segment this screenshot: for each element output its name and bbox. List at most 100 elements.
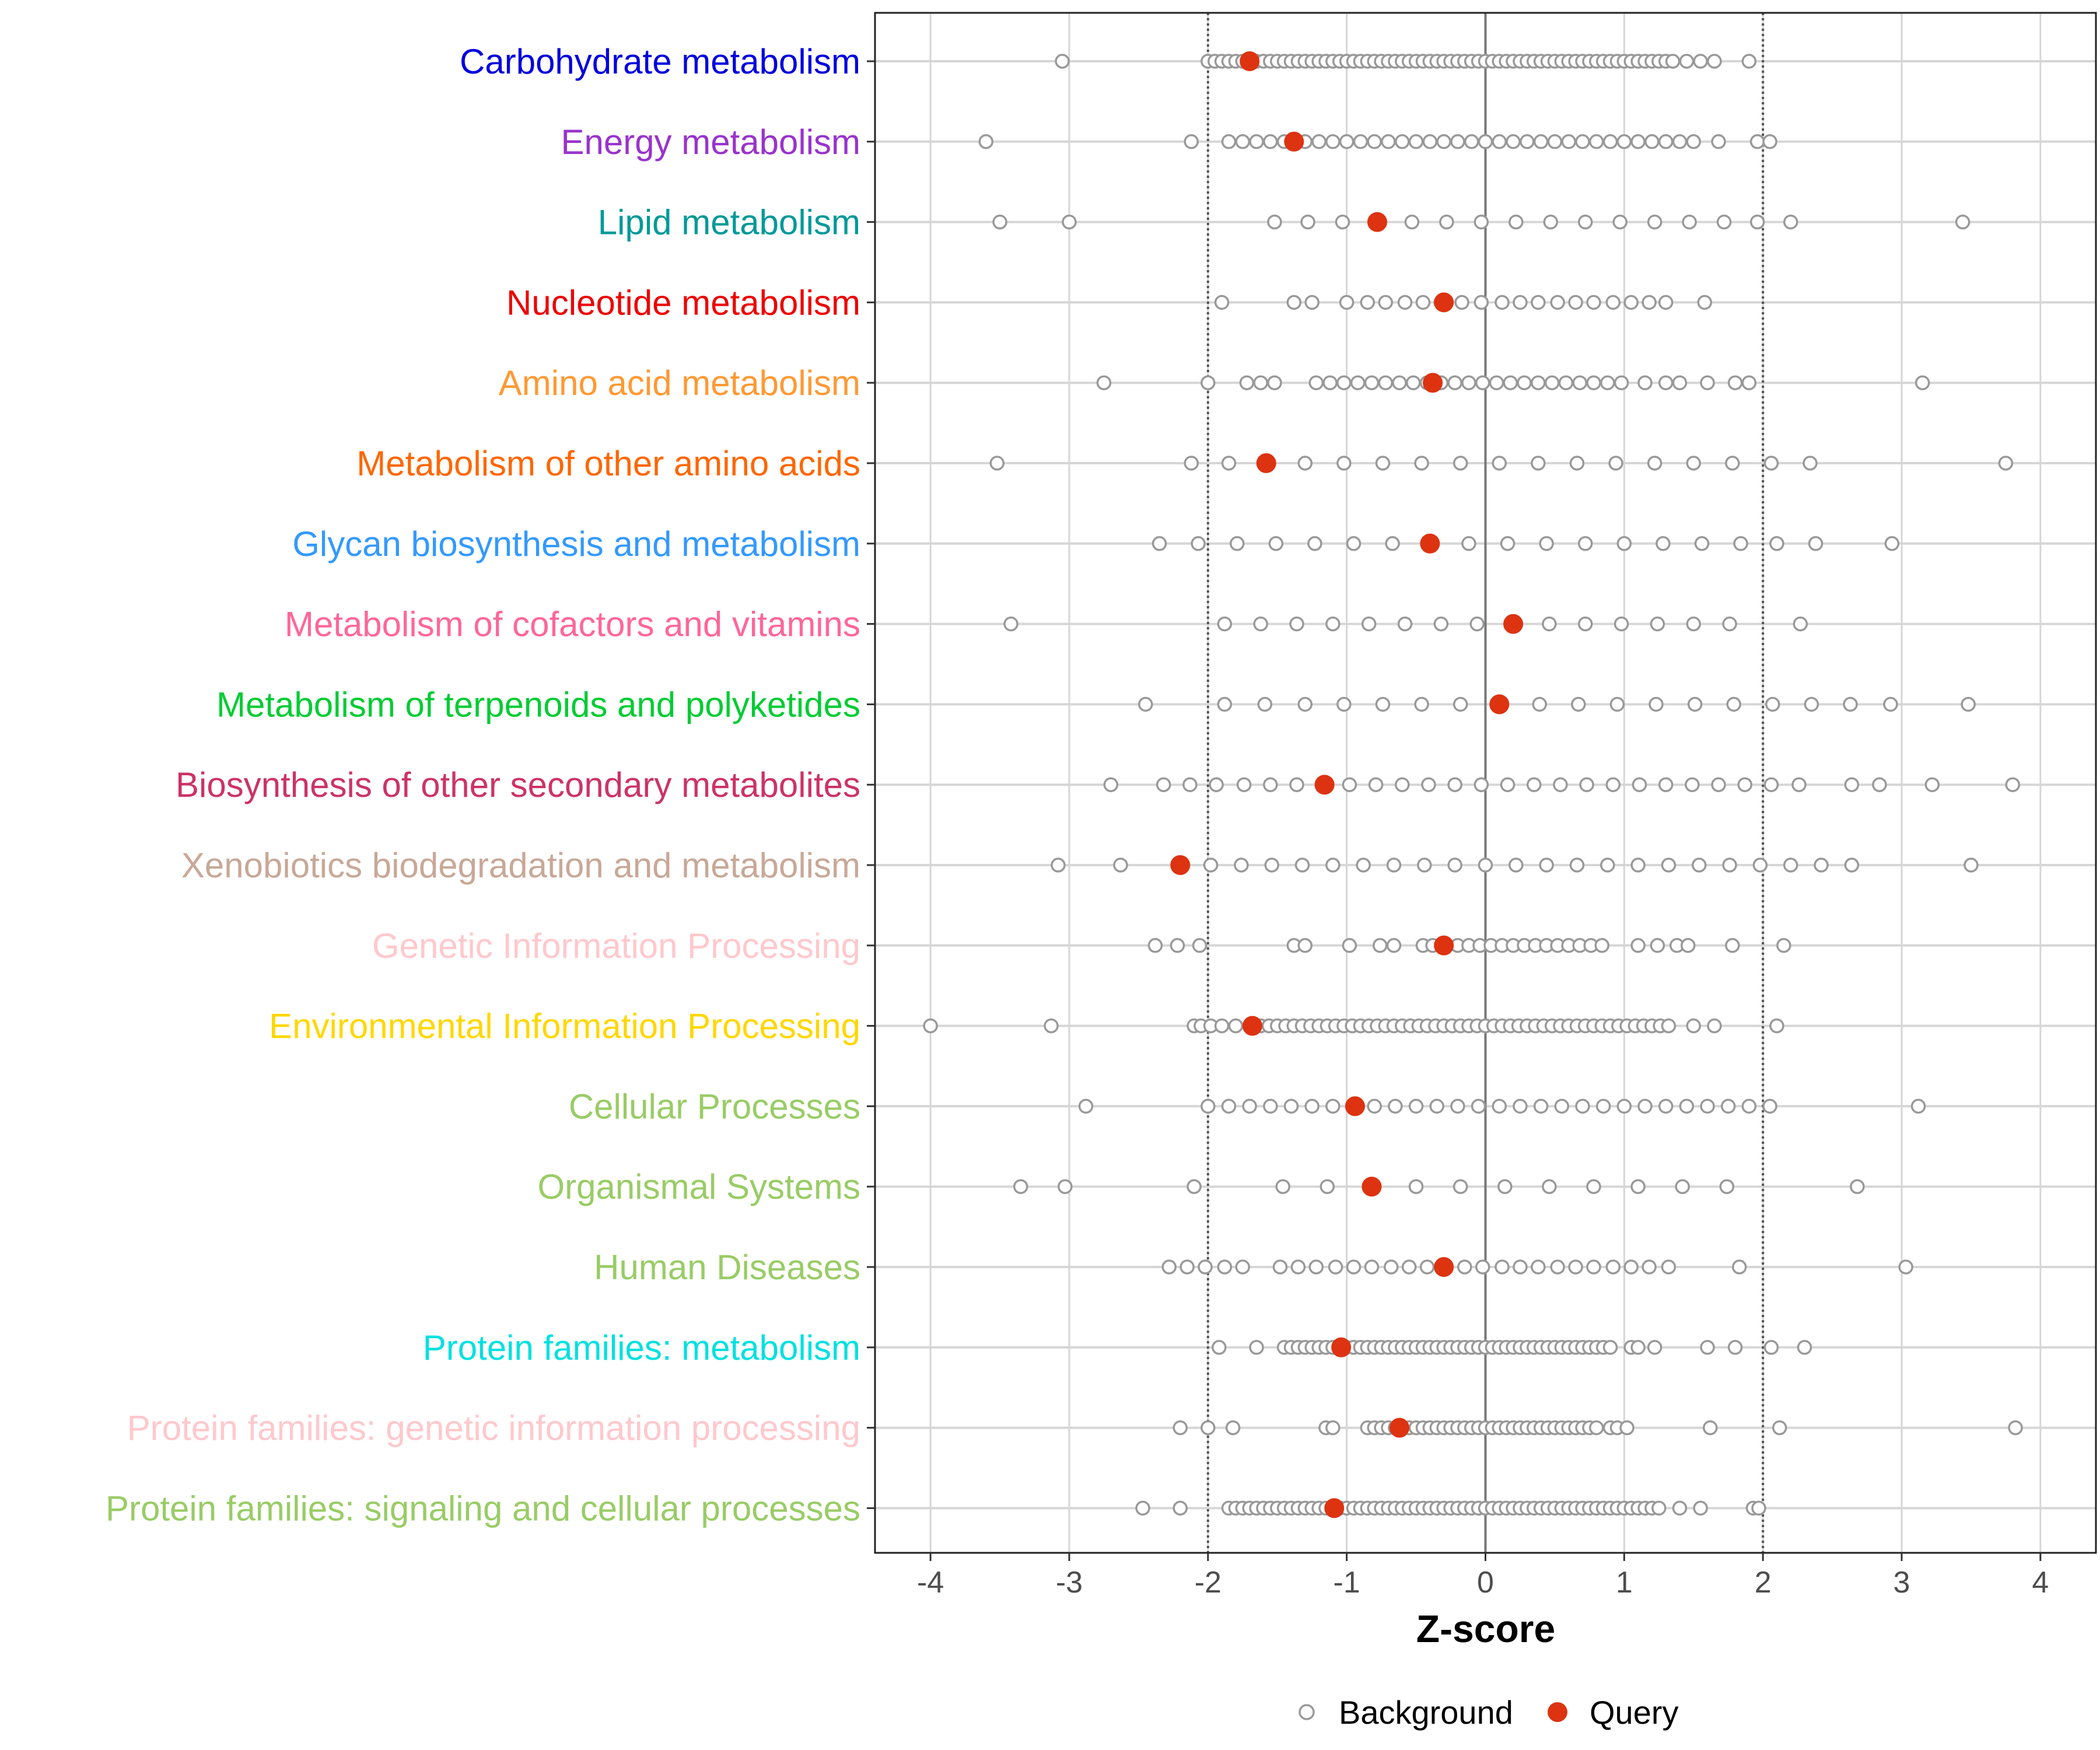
query-point <box>1489 694 1510 715</box>
background-point <box>1414 696 1429 712</box>
background-point <box>1749 134 1765 149</box>
category-label: Metabolism of cofactors and vitamins <box>285 605 860 644</box>
background-point <box>1198 1259 1213 1275</box>
background-point <box>1408 1179 1424 1194</box>
background-point <box>1192 938 1208 953</box>
background-point <box>1308 375 1324 390</box>
background-point <box>1263 134 1278 149</box>
background-point <box>1388 1098 1403 1114</box>
background-point <box>1289 616 1304 632</box>
data-points <box>923 51 2023 1518</box>
background-point <box>1600 375 1615 390</box>
background-point <box>1386 858 1402 873</box>
background-point <box>2005 777 2021 792</box>
background-point <box>1769 1018 1784 1034</box>
background-point <box>1452 456 1468 471</box>
background-point <box>1404 214 1420 230</box>
query-point <box>1434 935 1454 956</box>
background-point <box>1267 214 1282 230</box>
background-point <box>1616 1098 1632 1114</box>
background-point <box>1614 375 1629 390</box>
x-tick-label: -3 <box>1056 1566 1083 1600</box>
background-point <box>1311 134 1326 149</box>
background-point <box>1763 777 1779 792</box>
category-label: Energy metabolism <box>561 123 860 162</box>
background-point <box>1658 375 1674 390</box>
query-point <box>1390 1418 1410 1438</box>
background-point <box>1474 777 1489 792</box>
background-point <box>1539 858 1554 873</box>
background-point <box>1679 54 1695 69</box>
background-point <box>1616 134 1632 149</box>
background-point <box>1447 777 1462 792</box>
background-point <box>1577 616 1593 632</box>
background-point <box>1658 777 1674 792</box>
background-point <box>1217 696 1233 712</box>
background-point <box>1200 1098 1216 1114</box>
background-point <box>1364 1259 1380 1275</box>
legend-query-label: Query <box>1590 1694 1679 1731</box>
background-point <box>1577 536 1593 551</box>
background-point <box>1814 858 1829 873</box>
query-point <box>1434 292 1454 313</box>
background-point <box>1461 375 1476 390</box>
background-point <box>1454 295 1469 310</box>
background-point <box>989 456 1005 471</box>
background-point <box>1013 1179 1028 1194</box>
background-point <box>1300 214 1315 230</box>
background-point <box>1182 777 1198 792</box>
background-point <box>1924 777 1940 792</box>
background-point <box>1452 1179 1468 1194</box>
background-point <box>1494 295 1510 310</box>
background-point <box>1675 1179 1690 1194</box>
background-point <box>1694 536 1710 551</box>
background-point <box>1630 938 1646 953</box>
background-point <box>1884 536 1900 551</box>
background-point <box>1289 777 1304 792</box>
background-point <box>1609 696 1625 712</box>
background-point <box>1720 1098 1736 1114</box>
background-point <box>1726 696 1741 712</box>
category-label: Metabolism of terpenoids and polyketides <box>216 685 860 724</box>
background-point <box>1513 1259 1528 1275</box>
background-point <box>1550 1259 1565 1275</box>
background-point <box>1325 1098 1340 1114</box>
background-point <box>1415 295 1431 310</box>
background-point <box>1647 214 1662 230</box>
background-point <box>1733 536 1748 551</box>
background-point <box>1910 1098 1926 1114</box>
background-point <box>1762 134 1777 149</box>
background-point <box>1156 777 1171 792</box>
background-point <box>1217 616 1233 632</box>
background-point <box>1844 777 1860 792</box>
background-point <box>1661 1018 1676 1034</box>
background-point <box>1647 456 1662 471</box>
background-point <box>1693 1500 1708 1516</box>
background-point <box>1513 1098 1528 1114</box>
background-point <box>1290 1259 1306 1275</box>
background-point <box>2008 1420 2023 1436</box>
background-point <box>1500 777 1516 792</box>
background-point <box>1589 1420 1604 1436</box>
x-axis-title: Z-score <box>1416 1607 1555 1650</box>
background-point <box>1239 375 1255 390</box>
background-point <box>1647 1340 1662 1355</box>
category-label: Organismal Systems <box>538 1167 860 1206</box>
background-point <box>1650 938 1665 953</box>
background-point <box>1339 134 1354 149</box>
category-label: Glycan biosynthesis and metabolism <box>292 524 860 564</box>
category-label: Cellular Processes <box>569 1087 860 1126</box>
query-point <box>1256 453 1276 473</box>
background-point <box>1513 295 1528 310</box>
background-point <box>1605 295 1621 310</box>
background-point <box>1422 134 1438 149</box>
background-point <box>1612 214 1628 230</box>
background-point <box>1368 777 1384 792</box>
background-point <box>1051 858 1066 873</box>
background-point <box>1883 696 1898 712</box>
background-point <box>1372 938 1388 953</box>
background-point <box>1469 616 1485 632</box>
background-point <box>1741 54 1757 69</box>
background-point <box>1658 295 1674 310</box>
background-point <box>1267 375 1282 390</box>
